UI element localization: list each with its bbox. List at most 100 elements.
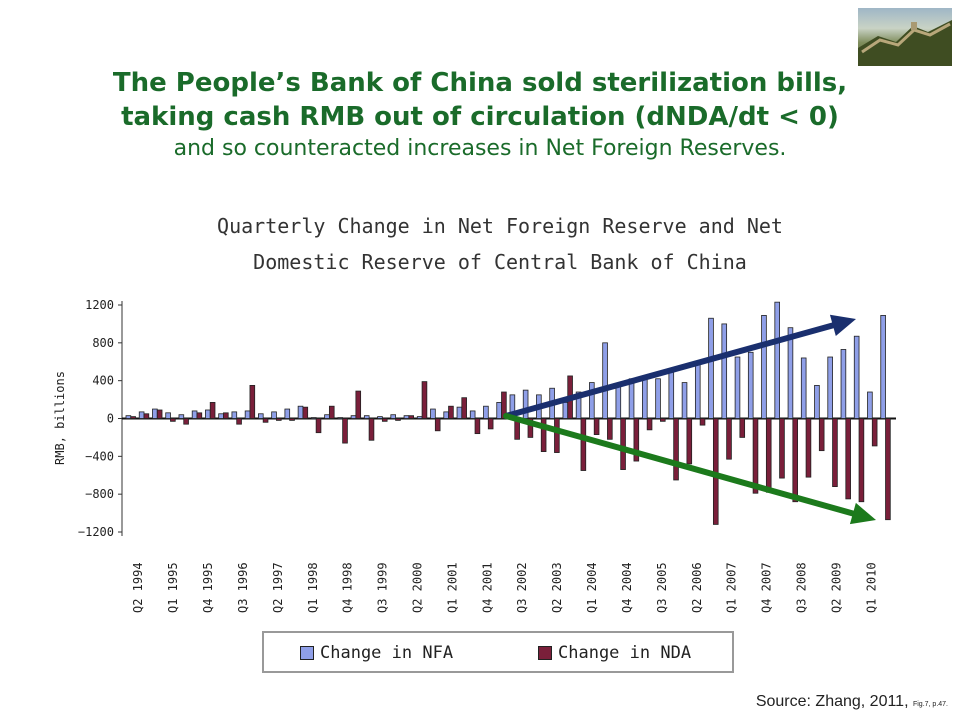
x-tick-label: Q1 2010 [864, 562, 878, 613]
bar-nfa [390, 414, 396, 419]
x-tick-label: Q3 1999 [376, 562, 390, 613]
bar-nda [527, 418, 534, 438]
nda-trend-arrow [503, 413, 876, 525]
x-tick-label: Q4 2001 [480, 562, 494, 613]
legend-label-nda: Change in NDA [558, 643, 692, 663]
bar-nfa [125, 415, 132, 419]
bar-nda [646, 418, 653, 431]
bar-nfa [840, 349, 847, 419]
bar-nda [765, 418, 772, 493]
bar-nda [487, 418, 494, 430]
bar-nfa [297, 405, 304, 419]
bar-nfa [800, 357, 807, 419]
x-tick-label: Q1 2007 [725, 562, 739, 613]
bar-nfa [681, 382, 688, 419]
x-tick-label: Q2 2006 [690, 562, 704, 613]
trend-arrows [503, 314, 876, 525]
y-axis-label: RMB, billions [53, 371, 67, 465]
bar-nfa [205, 409, 211, 419]
bar-nfa [602, 342, 608, 419]
bar-nda [580, 418, 587, 471]
x-tick-label: Q3 2002 [515, 562, 529, 613]
bar-nfa [416, 416, 423, 419]
bar-nfa [244, 410, 251, 419]
bar-nfa [178, 414, 185, 419]
bar-nda [355, 390, 362, 419]
bar-nfa [152, 408, 158, 419]
x-tick-label: Q3 2008 [794, 562, 808, 613]
bar-nda [818, 418, 825, 452]
bar-nfa [469, 410, 476, 419]
y-tick-label: −800 [85, 487, 114, 501]
bar-nfa [787, 327, 794, 419]
bar-nda [699, 418, 706, 426]
bar-nda [501, 391, 507, 419]
bar-nfa [734, 356, 741, 419]
bar-nfa [814, 384, 820, 419]
bar-nda [593, 418, 600, 435]
bar-nfa [483, 405, 489, 419]
bar-nfa [668, 370, 675, 419]
bar-nfa [761, 315, 767, 419]
bar-nda [726, 418, 732, 460]
x-tick-label: Q2 2009 [829, 562, 843, 613]
bar-nda [779, 418, 785, 479]
bar-nfa [827, 356, 833, 419]
bar-nda [328, 405, 335, 419]
nda-trend-arrow-shaft [503, 413, 856, 517]
title-line-1: The People’s Bank of China sold steriliz… [112, 68, 848, 98]
bar-nfa [589, 382, 595, 419]
x-tick-label: Q3 2005 [655, 562, 669, 613]
x-tick-label: Q1 1995 [166, 562, 180, 613]
y-tick-label: 400 [92, 374, 114, 388]
bar-nfa [350, 415, 357, 419]
legend-swatch-nda [538, 646, 552, 660]
source-citation: Source: Zhang, 2011, Fig.7, p.47. [756, 693, 948, 711]
bar-nfa [721, 323, 728, 419]
legend-swatch-nfa [300, 646, 314, 660]
great-wall-thumbnail [858, 8, 952, 66]
bar-nfa [522, 389, 529, 419]
bar-nda [752, 418, 759, 494]
legend-item-nda: Change in NDA [538, 643, 691, 663]
x-tick-label: Q2 1997 [271, 562, 285, 613]
y-tick-label: 1200 [85, 298, 114, 312]
x-tick-label: Q2 2000 [410, 562, 424, 613]
bar-nda [792, 418, 799, 503]
bar-nda [633, 418, 640, 462]
bar-nfa [191, 410, 198, 419]
slide-title: The People’s Bank of China sold steriliz… [0, 66, 960, 164]
bar-nda [276, 418, 282, 421]
bar-nda [381, 418, 388, 422]
bar-nfa [337, 417, 344, 419]
bar-nfa [271, 411, 277, 419]
bar-nda [739, 418, 746, 438]
bar-nda [845, 418, 851, 500]
bar-nda [262, 418, 269, 423]
title-line-3: and so counteracted increases in Net For… [173, 136, 787, 161]
bar-nda [832, 418, 838, 487]
chart-bars [125, 301, 891, 525]
bar-nda [249, 384, 256, 419]
chart-legend: Change in NFA Change in NDA [262, 631, 734, 673]
y-tick-label: −400 [85, 449, 114, 463]
bar-nfa [867, 391, 873, 419]
bar-nfa [310, 417, 317, 419]
y-tick-label: 0 [107, 412, 114, 426]
x-tick-label: Q1 1998 [306, 562, 320, 613]
bar-nda [540, 418, 547, 453]
legend-item-nfa: Change in NFA [300, 643, 453, 663]
x-tick-label: Q2 2003 [550, 562, 564, 613]
bar-nfa [324, 414, 330, 419]
bar-nfa [562, 402, 569, 419]
bar-nda [434, 418, 441, 432]
bar-nfa [708, 317, 714, 419]
bar-nfa [642, 375, 648, 419]
bar-nda [607, 418, 613, 440]
x-tick-label: Q1 2004 [585, 562, 599, 613]
bar-nfa [377, 416, 383, 419]
bar-nda [395, 418, 401, 421]
x-tick-label: Q4 1995 [201, 562, 215, 613]
bar-nda [368, 418, 375, 441]
